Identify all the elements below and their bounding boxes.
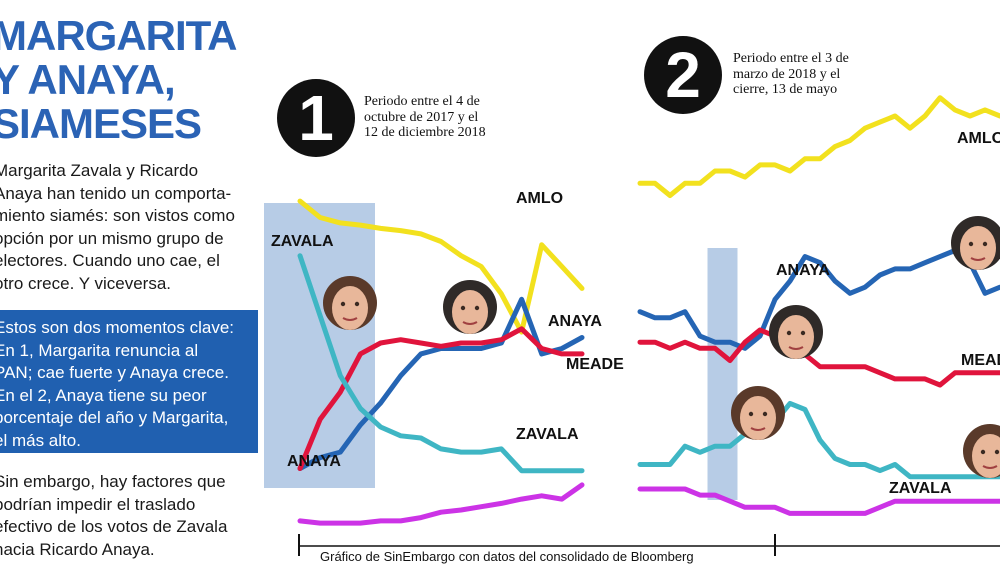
source-caption: Gráfico de SinEmbargo con datos del cons… (320, 549, 694, 564)
period-2-label: Periodo entre el 3 de marzo de 2018 y el… (733, 51, 849, 97)
series-line-other-2 (637, 486, 1000, 516)
chart-period-1: AMLO ANAYA MEADE ZAVALA ANAYA ZAVALA (264, 190, 624, 526)
closing-paragraph: Sin embargo, hay factores que podrían im… (0, 472, 228, 559)
key-moments-box (0, 310, 258, 453)
series-line-amlo-2 (637, 95, 1000, 198)
chart-period-2: AMLO MEADE ZAVALA ANAYA (637, 95, 1000, 516)
label-anaya-band-1: ANAYA (287, 453, 341, 470)
period-2-number-badge: 2 (644, 36, 722, 114)
period-1-number: 1 (298, 82, 334, 154)
label-zavala-1: ZAVALA (516, 426, 579, 443)
label-meade-2: MEADE (961, 352, 1000, 369)
series-line-zavala-1 (297, 253, 585, 474)
highlight-band-2 (707, 248, 738, 500)
key-moments-text: Estos son dos momentos clave: En 1, Marg… (0, 318, 235, 450)
label-meade-1: MEADE (566, 356, 624, 373)
period-1-number-badge: 1 (277, 79, 355, 157)
period-2-number: 2 (665, 39, 701, 111)
highlight-band-1 (264, 203, 375, 488)
label-zavala-2: ZAVALA (889, 480, 952, 497)
headline: MARGARITA Y ANAYA, SIAMESES (0, 14, 242, 146)
headline-line-2: Y ANAYA, (0, 56, 176, 103)
headline-line-1: MARGARITA (0, 12, 238, 59)
zavala-photo-2-3 (963, 424, 1000, 478)
zavala-photo-2-2 (731, 386, 785, 440)
headline-line-3: SIAMESES (0, 100, 202, 147)
zavala-photo-1-0 (323, 276, 377, 330)
anaya-photo-1-1 (443, 280, 497, 334)
series-line-meade-2 (637, 327, 1000, 388)
series-line-zavala-2 (637, 400, 1000, 480)
label-anaya-1: ANAYA (548, 313, 602, 330)
anaya-photo-2-0 (769, 305, 823, 359)
time-axis (298, 534, 1000, 556)
label-amlo-2: AMLO (957, 130, 1000, 147)
intro-paragraph: Margarita Zavala y Ricardo Anaya han ten… (0, 161, 235, 293)
series-line-meade-1 (297, 326, 585, 471)
series-line-anaya-2 (637, 248, 1000, 351)
anaya-photo-2-1 (951, 216, 1000, 270)
series-line-other-1 (297, 482, 585, 526)
label-anaya-band-2: ANAYA (776, 262, 830, 279)
label-zavala-band-1: ZAVALA (271, 233, 334, 250)
period-1-label: Periodo entre el 4 de octubre de 2017 y … (364, 94, 486, 140)
label-amlo-1: AMLO (516, 190, 563, 207)
series-line-amlo-1 (297, 198, 585, 335)
